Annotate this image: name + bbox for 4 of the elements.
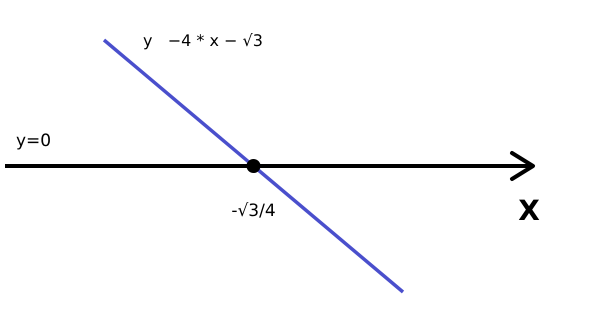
- annotation: -√3/4: [231, 201, 276, 221]
- x-axis-title: X: [518, 194, 540, 227]
- ref-line-label: y=0: [16, 131, 52, 151]
- chart-title: y −4 * x − √3: [143, 31, 263, 50]
